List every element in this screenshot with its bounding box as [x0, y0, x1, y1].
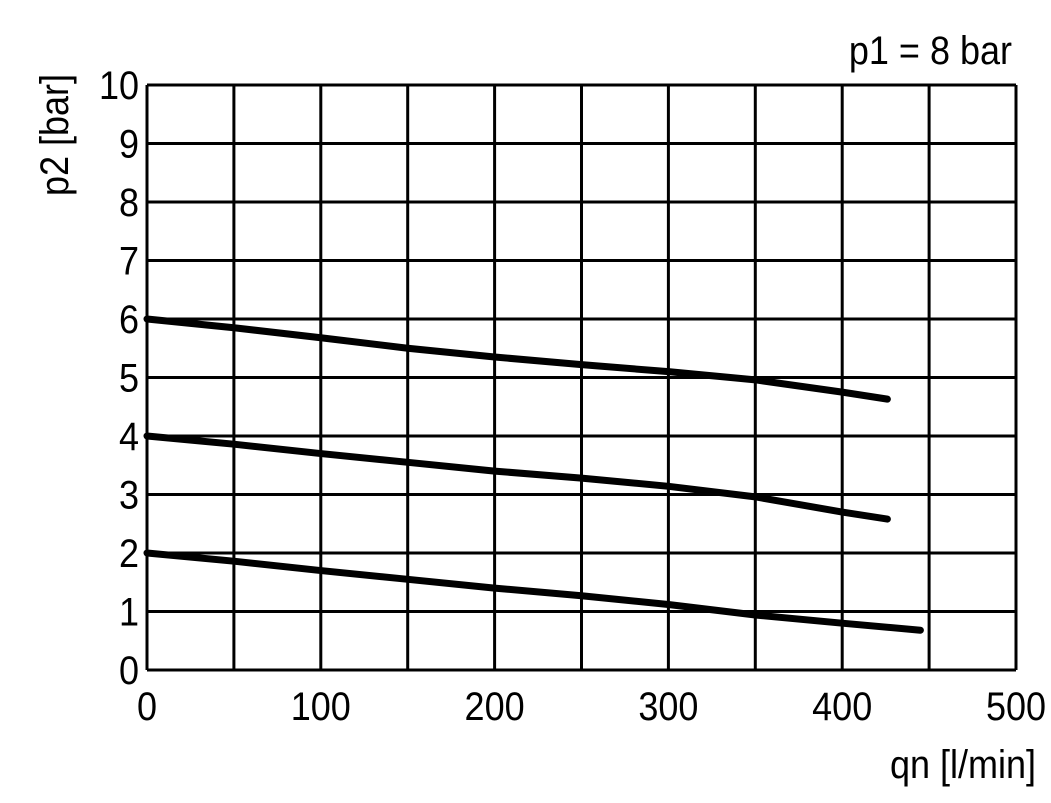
y-axis-label: p2 [bar]: [33, 74, 77, 196]
series-line-1: [143, 315, 891, 403]
series-line-2: [143, 432, 891, 523]
x-axis-label: qn [l/min]: [890, 743, 1036, 787]
x-tick-label: 100: [291, 685, 351, 729]
y-tick-label: 0: [119, 649, 139, 693]
annotation-p1: p1 = 8 bar: [849, 29, 1012, 73]
y-tick-labels: 0 1 2 3 4 5 6 7 8 9 10: [99, 64, 139, 693]
x-tick-label: 300: [638, 685, 698, 729]
y-tick-label: 8: [119, 181, 139, 225]
grid: [145, 83, 1018, 672]
x-tick-labels: 0 100 200 300 400 500: [137, 685, 1046, 729]
y-tick-label: 10: [99, 64, 139, 108]
y-tick-label: 5: [119, 357, 139, 401]
y-tick-label: 3: [119, 474, 139, 518]
series-line-3: [143, 549, 924, 634]
y-tick-label: 1: [119, 591, 139, 635]
y-tick-label: 6: [119, 298, 139, 342]
x-tick-label: 200: [465, 685, 525, 729]
x-tick-label: 400: [812, 685, 872, 729]
y-tick-label: 4: [119, 415, 139, 459]
series-group: [143, 315, 924, 634]
x-tick-label: 0: [137, 685, 157, 729]
y-tick-label: 9: [119, 123, 139, 167]
y-tick-label: 7: [119, 240, 139, 284]
x-tick-label: 500: [986, 685, 1046, 729]
y-tick-label: 2: [119, 532, 139, 576]
